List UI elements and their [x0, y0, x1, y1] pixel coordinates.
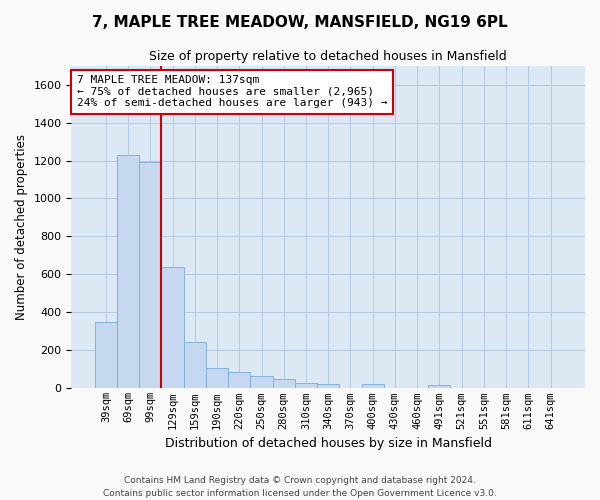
Bar [428, 384, 451, 388]
Text: Contains HM Land Registry data © Crown copyright and database right 2024.
Contai: Contains HM Land Registry data © Crown c… [103, 476, 497, 498]
Bar [95, 322, 117, 388]
X-axis label: Distribution of detached houses by size in Mansfield: Distribution of detached houses by size … [165, 437, 492, 450]
Bar [206, 368, 228, 388]
Title: Size of property relative to detached houses in Mansfield: Size of property relative to detached ho… [149, 50, 507, 63]
Bar [161, 267, 184, 388]
Bar [139, 162, 161, 388]
Text: 7 MAPLE TREE MEADOW: 137sqm
← 75% of detached houses are smaller (2,965)
24% of : 7 MAPLE TREE MEADOW: 137sqm ← 75% of det… [77, 75, 387, 108]
Bar [362, 384, 384, 388]
Y-axis label: Number of detached properties: Number of detached properties [15, 134, 28, 320]
Text: 7, MAPLE TREE MEADOW, MANSFIELD, NG19 6PL: 7, MAPLE TREE MEADOW, MANSFIELD, NG19 6P… [92, 15, 508, 30]
Bar [117, 155, 139, 388]
Bar [317, 384, 340, 388]
Bar [228, 372, 250, 388]
Bar [184, 342, 206, 388]
Bar [295, 382, 317, 388]
Bar [250, 376, 272, 388]
Bar [272, 379, 295, 388]
